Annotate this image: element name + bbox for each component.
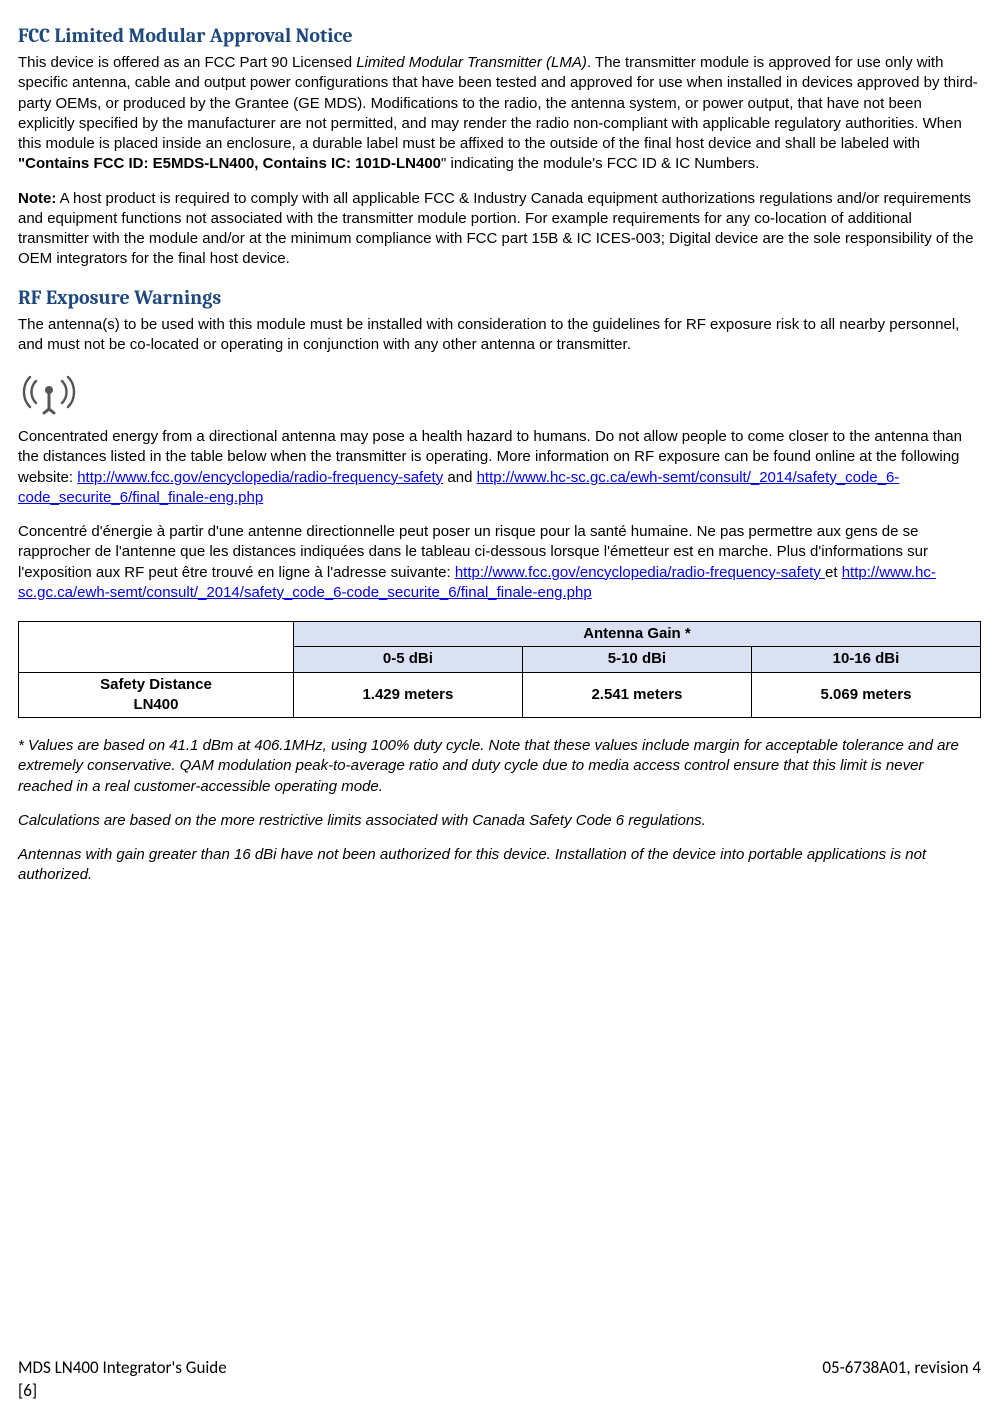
footnote-1: * Values are based on 41.1 dBm at 406.1M… [18,736,981,797]
note-label: Note: [18,190,56,207]
footer-page-number: [6] [18,1380,981,1403]
table-col-header: 0-5 dBi [293,647,522,672]
text: " indicating the module's FCC ID & IC Nu… [441,155,759,172]
section1-p1: This device is offered as an FCC Part 90… [18,53,981,175]
section2-title: RF Exposure Warnings [18,284,981,311]
text: Safety Distance [100,676,212,693]
text: A host product is required to comply wit… [18,190,973,268]
table-header-span: Antenna Gain * [293,622,980,647]
table-cell: 1.429 meters [293,672,522,718]
link-fcc-rf-safety-fr[interactable]: http://www.fcc.gov/encyclopedia/radio-fr… [455,564,825,581]
text: This device is offered as an FCC Part 90… [18,54,356,71]
section1-title: FCC Limited Modular Approval Notice [18,22,981,49]
table-col-header: 10-16 dBi [751,647,980,672]
link-fcc-rf-safety[interactable]: http://www.fcc.gov/encyclopedia/radio-fr… [77,469,443,486]
text: et [825,564,842,581]
footer-doc-title: MDS LN400 Integrator's Guide [18,1357,227,1380]
safety-distance-table: Antenna Gain * 0-5 dBi 5-10 dBi 10-16 dB… [18,621,981,718]
table-row-label: Safety Distance LN400 [19,672,294,718]
footer-revision: 05-6738A01, revision 4 [822,1357,981,1380]
page-footer: MDS LN400 Integrator's Guide 05-6738A01,… [18,1357,981,1403]
text: LN400 [133,696,178,713]
section2-p2: Concentrated energy from a directional a… [18,427,981,508]
text-italic: Limited Modular Transmitter (LMA) [356,54,587,71]
table-col-header: 5-10 dBi [522,647,751,672]
text-bold: "Contains FCC ID: E5MDS-LN400, Contains … [18,155,441,172]
footnote-3: Antennas with gain greater than 16 dBi h… [18,845,981,886]
rf-antenna-icon [18,369,80,415]
section2-p3-fr: Concentré d'énergie à partir d'une anten… [18,522,981,603]
text: and [443,469,476,486]
footnote-2: Calculations are based on the more restr… [18,811,981,831]
section2-p1: The antenna(s) to be used with this modu… [18,315,981,356]
section1-p2: Note: A host product is required to comp… [18,189,981,270]
table-cell: 5.069 meters [751,672,980,718]
table-cell: 2.541 meters [522,672,751,718]
